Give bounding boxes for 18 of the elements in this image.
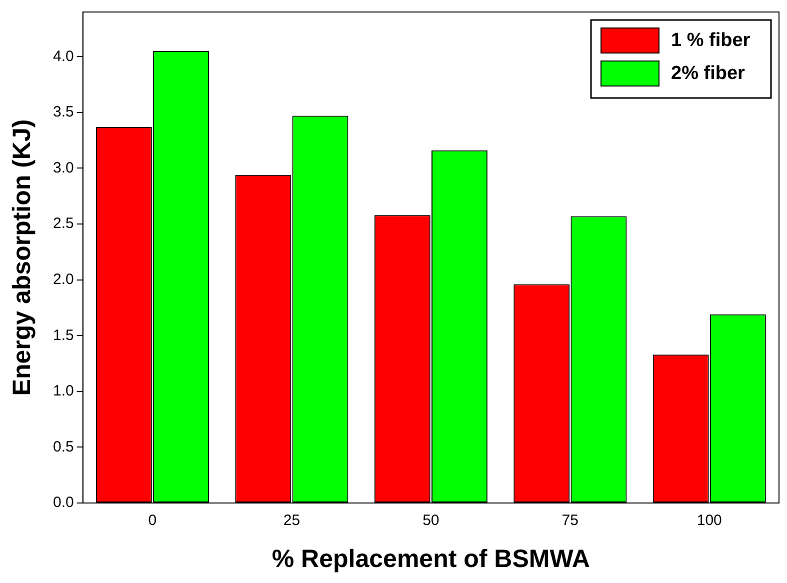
x-tick-label: 75 [562, 512, 578, 530]
y-tick-label: 1.0 [52, 382, 74, 400]
legend-label: 2% fiber [671, 63, 746, 84]
y-tick-label: 0.5 [52, 438, 74, 456]
y-tick-label: 2.0 [52, 270, 74, 288]
y-tick-label: 4.0 [52, 48, 74, 65]
x-axis-title: % Replacement of BSMWA [272, 544, 590, 573]
legend-label: 1 % fiber [671, 30, 751, 52]
y-tick-label: 3.5 [52, 104, 74, 121]
x-tick-label: 100 [696, 512, 722, 530]
x-tick-label: 0 [148, 512, 157, 530]
y-axis-title: Energy absorption (KJ) [8, 119, 36, 396]
y-tick-label: 2.5 [52, 215, 74, 232]
x-tick-label: 50 [422, 512, 440, 530]
y-tick-label: 1.5 [52, 326, 74, 344]
y-tick-label: 0.0 [52, 494, 74, 512]
y-tick-label: 3.0 [52, 159, 74, 176]
x-tick-label: 25 [283, 512, 300, 530]
